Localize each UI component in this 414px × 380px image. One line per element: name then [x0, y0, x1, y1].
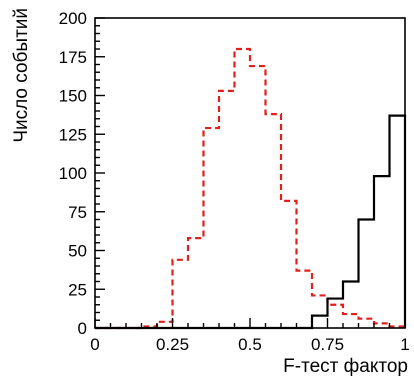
y-tick-label: 25	[68, 280, 87, 299]
x-tick-label: 1	[400, 335, 409, 354]
y-tick-label: 75	[68, 203, 87, 222]
x-tick-label: 0	[90, 335, 99, 354]
y-axis-title: Число событий	[11, 8, 32, 143]
x-axis-title: F-тест фактор	[283, 356, 408, 377]
y-tick-label: 125	[59, 125, 87, 144]
y-tick-label: 150	[59, 87, 87, 106]
histogram-series-dashed	[95, 47, 407, 330]
y-tick-label: 0	[78, 319, 87, 338]
x-tick-label: 0.25	[156, 335, 189, 354]
histogram-series-solid	[95, 114, 407, 330]
y-tick-label: 175	[59, 48, 87, 67]
y-tick-label: 50	[68, 242, 87, 261]
x-tick-label: 0.75	[311, 335, 344, 354]
y-tick-label: 200	[59, 9, 87, 28]
y-tick-label: 100	[59, 164, 87, 183]
x-tick-label: 0.5	[238, 335, 262, 354]
